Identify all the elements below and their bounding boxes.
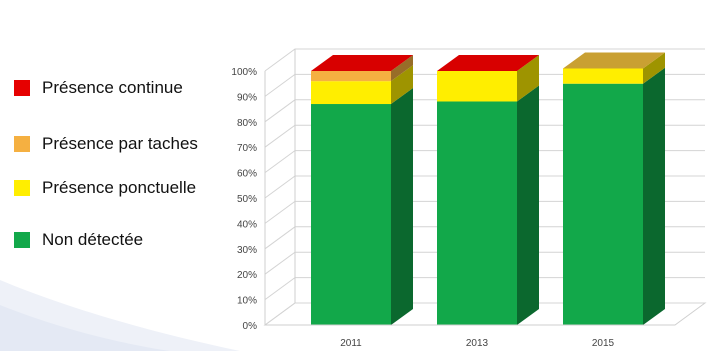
x-tick-label: 2015 — [592, 338, 615, 349]
bar-segment-side — [517, 55, 539, 102]
legend-label: Présence par taches — [42, 134, 198, 153]
legend-label: Non détectée — [42, 230, 144, 249]
x-tick-label: 2011 — [340, 338, 362, 349]
legend-swatch — [14, 232, 30, 248]
bar-segment-non-détectée — [563, 83, 643, 325]
legend-item-presence-par-taches: Présence par taches — [14, 134, 198, 154]
y-tick-label: 30% — [237, 245, 257, 256]
legend-item-presence-continue: Présence continue — [14, 78, 183, 98]
bar-segment-présence-ponctuelle — [311, 81, 391, 105]
y-tick-label: 0% — [243, 321, 258, 332]
y-tick-label: 90% — [237, 92, 257, 103]
bar-segment-side — [391, 55, 413, 82]
decorative-swoosh — [0, 280, 240, 351]
y-tick-label: 20% — [237, 270, 257, 281]
bar-segment-side — [391, 65, 413, 105]
legend-label: Présence continue — [42, 78, 183, 97]
y-tick-label: 40% — [237, 219, 257, 230]
legend-swatch — [14, 136, 30, 152]
bar-segment-présence-ponctuelle — [563, 68, 643, 84]
bar-segment-side — [643, 67, 665, 325]
bar-segment-side — [517, 85, 539, 325]
bar-top-cap — [563, 52, 665, 69]
bar-segment-présence-par-taches — [311, 71, 391, 82]
x-tick-label: 2013 — [466, 338, 489, 349]
bar-segment-présence-ponctuelle — [437, 71, 517, 102]
bar-top-cap — [311, 55, 413, 71]
y-tick-label: 50% — [237, 194, 257, 205]
bar-segment-non-détectée — [311, 104, 391, 326]
legend-item-non-detectee: Non détectée — [14, 230, 143, 250]
legend-item-presence-ponctuelle: Présence ponctuelle — [14, 178, 196, 198]
legend-label: Présence ponctuelle — [42, 178, 197, 197]
bar-segment-non-détectée — [437, 101, 517, 325]
bar-segment-side — [643, 52, 665, 84]
y-tick-label: 100% — [231, 67, 257, 78]
y-tick-label: 70% — [237, 143, 257, 154]
y-tick-label: 80% — [237, 118, 257, 129]
y-tick-label: 10% — [237, 296, 257, 307]
legend-swatch — [14, 80, 30, 96]
legend-swatch — [14, 180, 30, 196]
bar-top-cap — [437, 55, 539, 71]
bar-segment-side — [391, 88, 413, 326]
axes: 0% 10% 20% 30% 40% 50% 60% 70% 80% 90% 100% 2011 201… — [231, 67, 675, 349]
bars — [311, 52, 665, 326]
y-tick-label: 60% — [237, 169, 257, 180]
